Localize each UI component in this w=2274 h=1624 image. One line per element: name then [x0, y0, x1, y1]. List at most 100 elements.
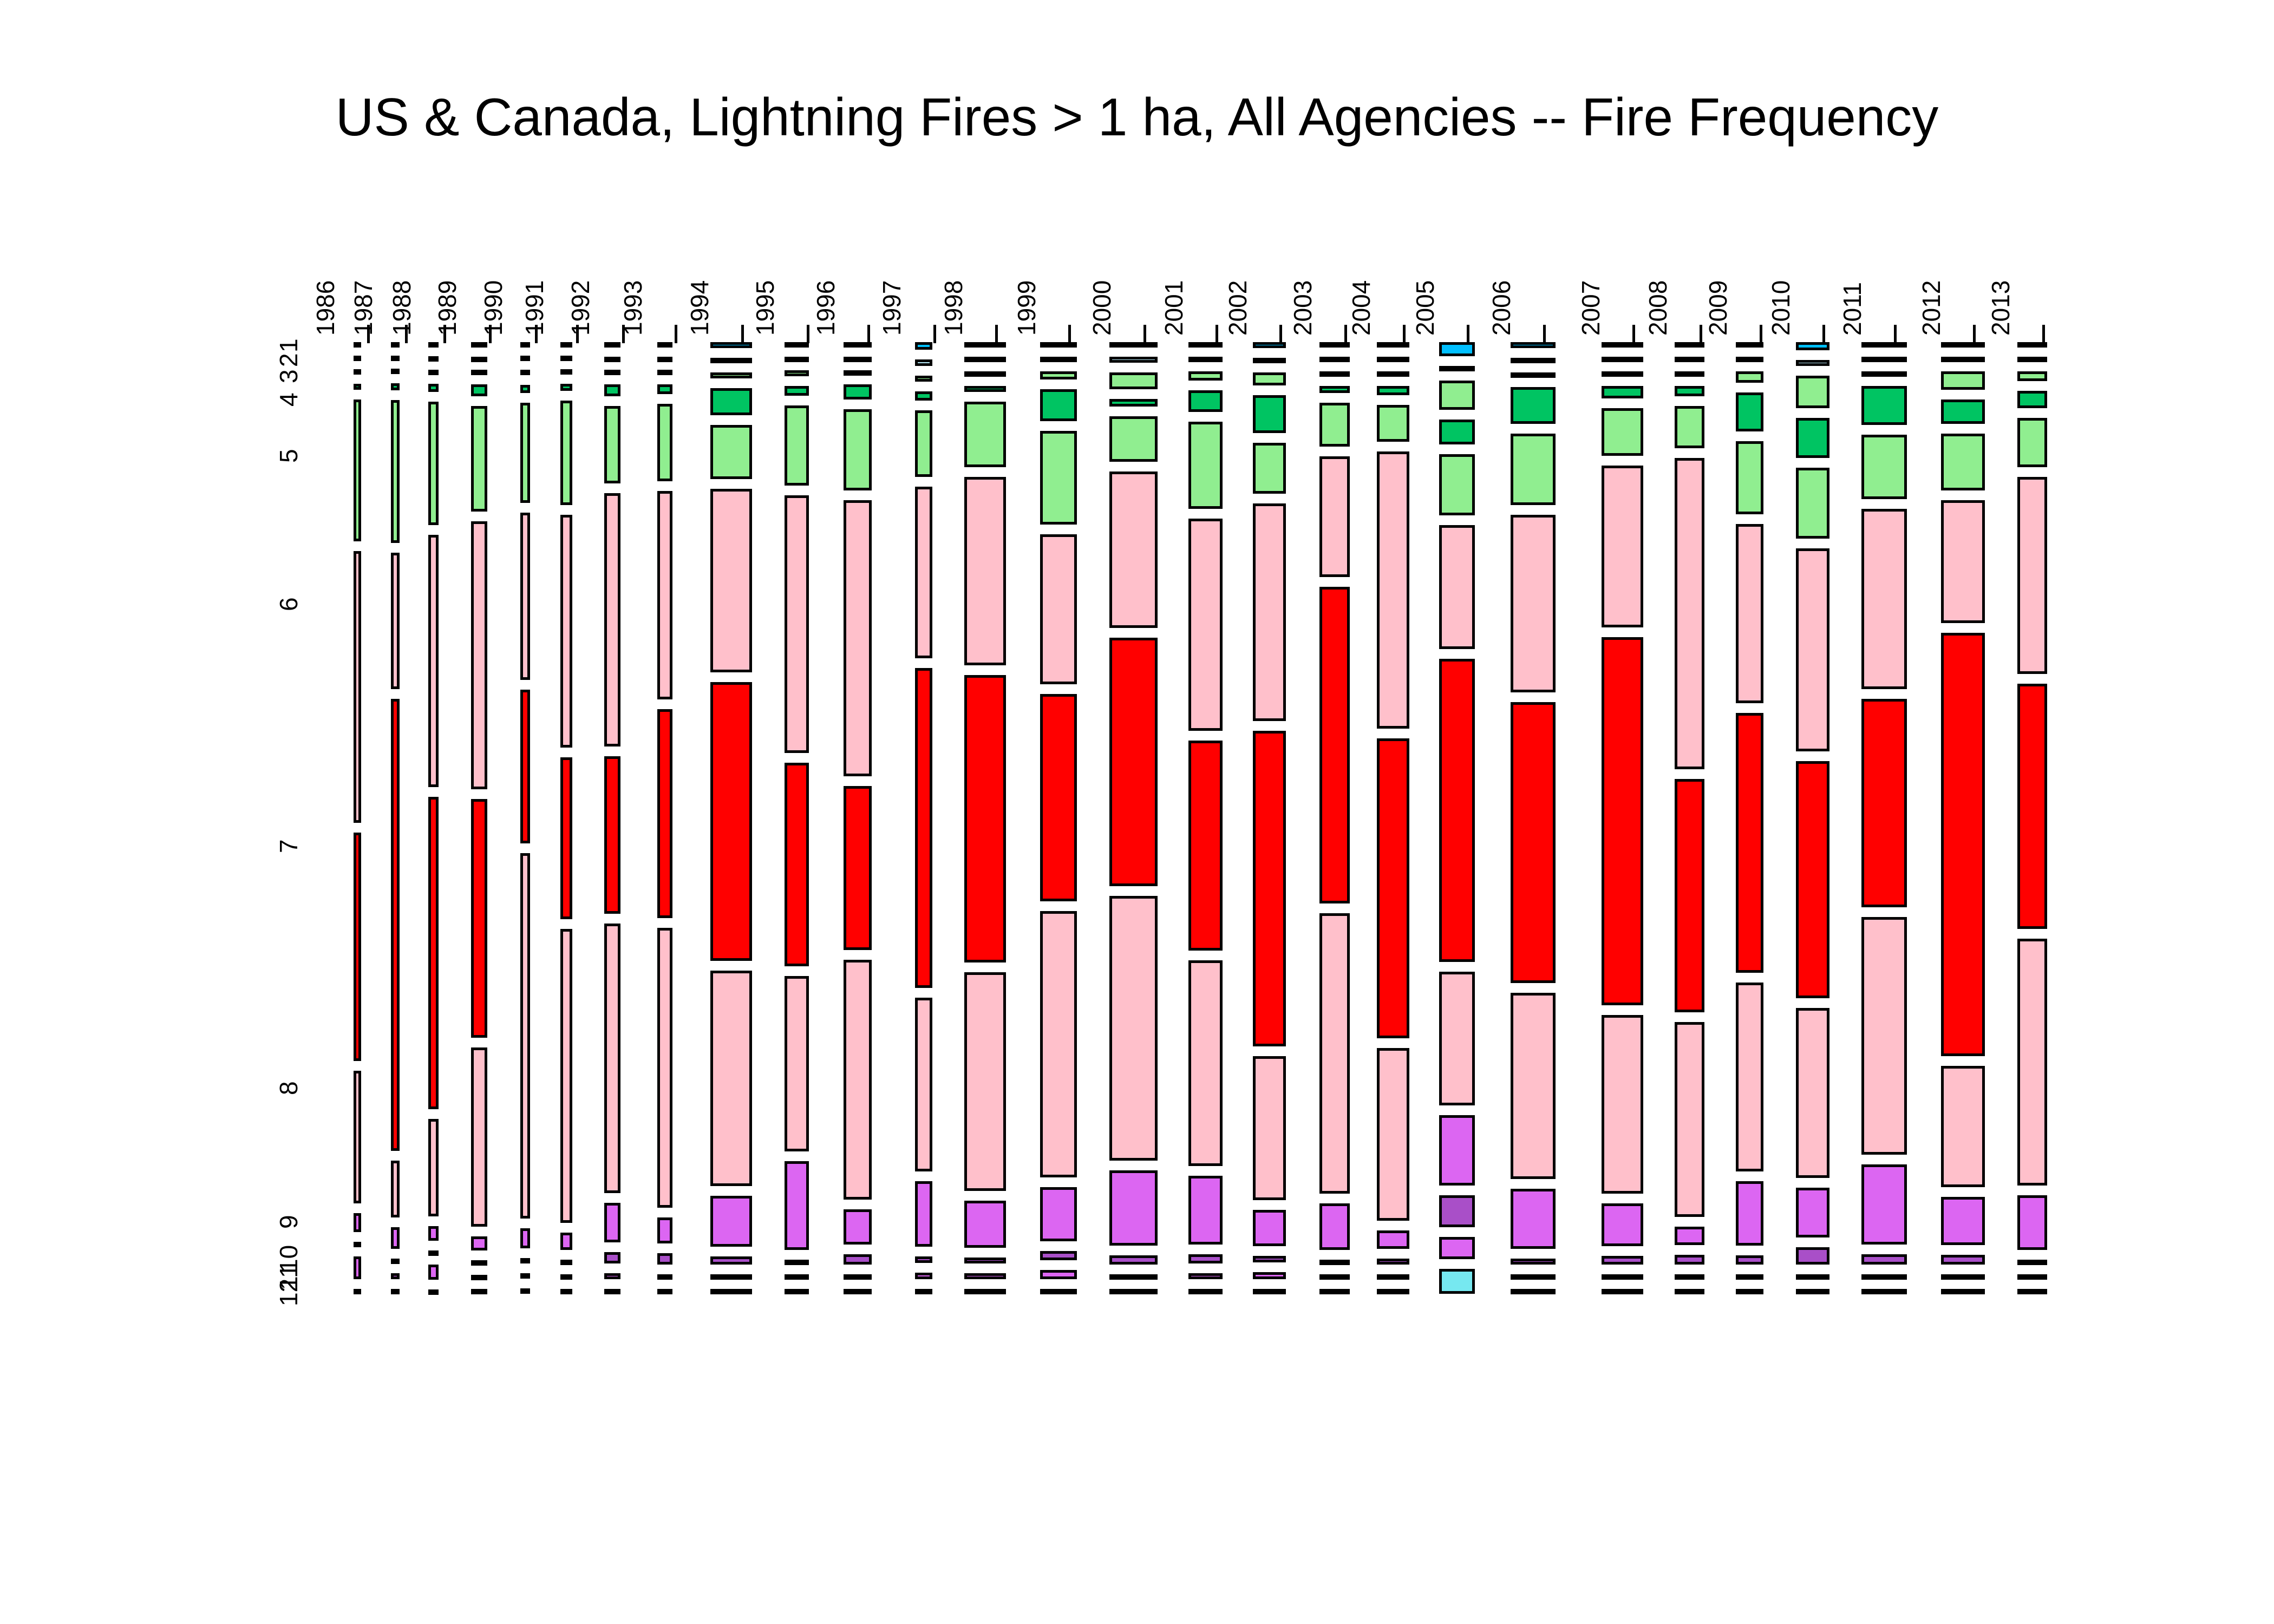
segment-1993-m11	[657, 1274, 672, 1280]
segment-1993-m7	[657, 709, 672, 918]
segment-1987-m11	[391, 1273, 400, 1280]
segment-2007-m5	[1602, 408, 1643, 456]
segment-1991-m8	[560, 928, 572, 1223]
segment-1995-m8	[785, 975, 809, 1152]
segment-1986-m12	[354, 1288, 361, 1294]
segment-1997-m10	[915, 1256, 932, 1263]
segment-1996-m3	[844, 370, 872, 376]
segment-1989-m7	[471, 798, 487, 1038]
x-tick-1993	[675, 325, 677, 343]
segment-1986-m8	[354, 1071, 361, 1204]
segment-2005-m5	[1439, 454, 1475, 515]
segment-2005-m8	[1439, 972, 1475, 1106]
x-tick-1996	[867, 325, 870, 343]
year-label-2003: 2003	[1289, 280, 1317, 336]
year-label-1999: 1999	[1012, 280, 1041, 336]
year-label-1994: 1994	[685, 280, 714, 336]
segment-2007-m2	[1602, 356, 1643, 362]
segment-2000-m4	[1109, 399, 1158, 407]
segment-1987-m1	[391, 342, 400, 348]
segment-1991-m12	[560, 1288, 572, 1294]
segment-1999-m2	[1040, 356, 1077, 362]
year-label-2009: 2009	[1703, 280, 1732, 336]
segment-1996-m7	[844, 786, 872, 951]
segment-2005-m9	[1439, 1115, 1475, 1186]
segment-1998-m7	[964, 675, 1006, 963]
segment-2006-m2	[1511, 358, 1556, 364]
x-tick-1986	[367, 325, 370, 343]
segment-2010-m3	[1796, 375, 1829, 408]
segment-1991-m1	[560, 342, 572, 348]
segment-2009-m5	[1736, 441, 1763, 515]
segment-2013-m5	[2017, 417, 2047, 468]
segment-1997-m11	[915, 1273, 932, 1279]
segment-1997-m8	[915, 998, 932, 1172]
x-tick-2007	[1632, 325, 1635, 343]
segment-2001-m7	[1188, 741, 1223, 951]
segment-1995-m7	[785, 763, 809, 966]
segment-1999-m4	[1040, 389, 1077, 422]
segment-2005-m7	[1439, 658, 1475, 962]
segment-1992-m10	[604, 1252, 620, 1264]
segment-1997-m4	[915, 391, 932, 401]
segment-1994-m3	[710, 372, 752, 379]
segment-2013-m11	[2017, 1274, 2047, 1280]
segment-2003-m6	[1319, 456, 1350, 578]
segment-2001-m8	[1188, 960, 1223, 1166]
year-label-2008: 2008	[1643, 280, 1672, 336]
segment-1986-m7	[354, 833, 361, 1062]
segment-2013-m8	[2017, 939, 2047, 1186]
segment-1994-m11	[710, 1274, 752, 1280]
segment-1995-m9	[785, 1161, 809, 1250]
segment-2006-m1	[1511, 342, 1556, 349]
month-label-2: 2	[275, 353, 303, 368]
year-label-1990: 1990	[479, 280, 507, 336]
segment-2011-m2	[1861, 356, 1907, 362]
segment-1998-m12	[964, 1289, 1006, 1295]
x-tick-2000	[1143, 325, 1146, 343]
segment-1993-m4	[657, 384, 672, 394]
segment-1997-m12	[915, 1288, 932, 1294]
segment-1989-m6	[471, 521, 487, 789]
segment-2007-m6	[1602, 466, 1643, 628]
segment-1994-m9	[710, 1196, 752, 1247]
segment-1994-m2	[710, 358, 752, 364]
segment-2003-m4	[1319, 385, 1350, 393]
year-label-2002: 2002	[1223, 280, 1252, 336]
segment-1999-m12	[1040, 1289, 1077, 1294]
segment-1990-m4	[520, 384, 530, 393]
segment-2011-m1	[1861, 342, 1907, 348]
segment-2000-m9	[1109, 1170, 1158, 1246]
segment-2011-m7	[1861, 698, 1907, 907]
segment-2005-m6	[1439, 525, 1475, 649]
segment-1994-m10	[710, 1256, 752, 1265]
segment-2012-m5	[1941, 434, 1985, 490]
segment-1992-m2	[604, 356, 620, 362]
segment-1991-m3	[560, 369, 572, 375]
year-label-2006: 2006	[1487, 280, 1515, 336]
year-label-1989: 1989	[433, 280, 461, 336]
segment-2013-m9	[2017, 1195, 2047, 1250]
year-label-2000: 2000	[1087, 280, 1116, 336]
segment-2009-m7	[1736, 713, 1763, 973]
segment-1993-m9	[657, 1217, 672, 1244]
segment-2012-m4	[1941, 399, 1985, 424]
segment-1988-m1	[428, 342, 439, 348]
segment-1990-m6	[520, 512, 530, 680]
segment-1991-m7	[560, 757, 572, 919]
segment-1989-m2	[471, 356, 487, 362]
segment-2008-m8	[1675, 1021, 1704, 1217]
segment-2012-m9	[1941, 1197, 1985, 1245]
segment-1992-m8	[604, 924, 620, 1193]
segment-1993-m12	[657, 1289, 672, 1295]
segment-1988-m10	[428, 1250, 439, 1256]
segment-1988-m5	[428, 402, 439, 525]
segment-2011-m5	[1861, 435, 1907, 499]
segment-1998-m4	[964, 385, 1006, 392]
segment-1991-m9	[560, 1233, 572, 1250]
segment-1988-m12	[428, 1289, 439, 1295]
segment-1987-m6	[391, 552, 400, 690]
segment-2010-m10	[1796, 1247, 1829, 1265]
segment-1986-m5	[354, 400, 361, 542]
